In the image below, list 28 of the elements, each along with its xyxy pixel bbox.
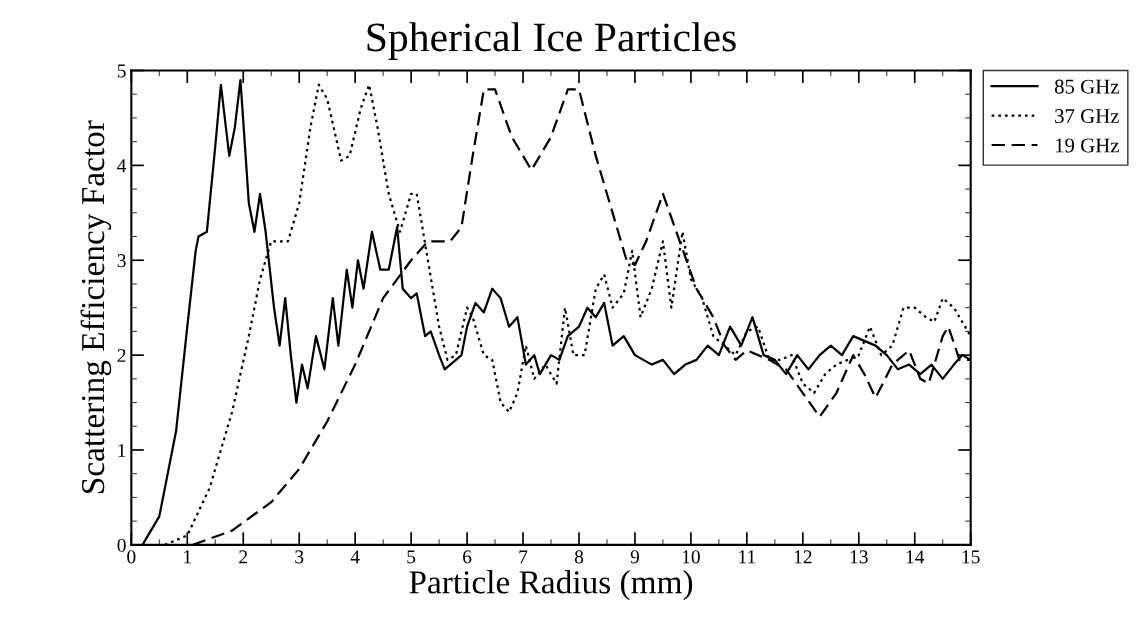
x-tick-label: 14 — [906, 550, 925, 564]
x-tick-label: 15 — [962, 550, 980, 564]
x-tick-label: 9 — [630, 550, 640, 564]
y-tick-label: 2 — [117, 348, 126, 362]
x-tick-label: 2 — [239, 550, 248, 564]
legend-label: 85 GHz — [1054, 79, 1119, 94]
legend-label: 19 GHz — [1055, 138, 1119, 153]
x-tick-label: 6 — [463, 550, 472, 564]
x-tick-label: 3 — [295, 550, 304, 564]
x-tick-label: 5 — [407, 550, 416, 564]
y-tick-label: 3 — [117, 254, 126, 268]
x-axis-title: Particle Radius (mm) — [409, 570, 693, 601]
x-tick-label: 11 — [739, 550, 756, 564]
x-tick-label: 12 — [794, 550, 812, 564]
legend-label: 37 GHz — [1055, 109, 1119, 124]
y-tick-label: 0 — [117, 538, 126, 552]
chart-title: Spherical Ice Particles — [367, 22, 736, 60]
x-tick-label: 7 — [519, 550, 528, 564]
y-tick-label: 1 — [118, 443, 126, 457]
x-tick-label: 0 — [127, 550, 136, 564]
y-tick-label: 4 — [117, 159, 127, 173]
x-tick-label: 10 — [682, 550, 700, 564]
y-axis-title: Scattering Efficiency Factor — [80, 120, 112, 494]
y-tick-label: 5 — [117, 64, 126, 78]
x-tick-label: 4 — [350, 550, 360, 564]
x-tick-label: 8 — [574, 550, 584, 564]
x-tick-label: 13 — [850, 550, 868, 564]
x-tick-label: 1 — [184, 550, 191, 564]
